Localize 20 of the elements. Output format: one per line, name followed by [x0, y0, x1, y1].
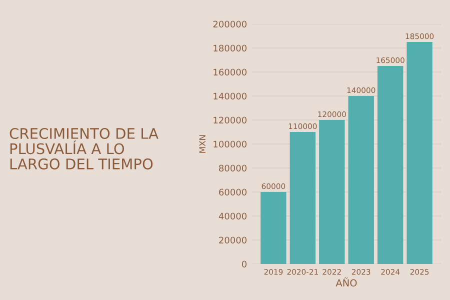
bar — [319, 120, 345, 264]
y-tick-label: 140000 — [214, 92, 247, 100]
y-tick-label: 100000 — [214, 140, 247, 148]
y-axis-title: MXN — [199, 135, 206, 153]
y-tick-label: 40000 — [218, 212, 247, 220]
y-tick-label: 120000 — [214, 116, 247, 124]
y-tick-label: 180000 — [214, 44, 247, 52]
y-tick-label: 160000 — [214, 68, 247, 76]
y-tick-label: 60000 — [219, 188, 247, 196]
y-tick-label: 20000 — [219, 236, 247, 244]
y-tick-label: 80000 — [219, 164, 247, 172]
bar — [406, 42, 432, 264]
text: CRECIMIENTO DE LA PLUSVALÍA A LO LARGO DEL TIEMPO — [10, 128, 158, 170]
bar — [260, 192, 286, 264]
y-tick-label: 0 — [242, 260, 247, 268]
bar — [377, 66, 404, 264]
x-axis-title: AÑO — [336, 277, 357, 287]
y-tick-label: 200000 — [213, 20, 247, 28]
bar — [290, 132, 316, 264]
bar — [348, 96, 374, 264]
